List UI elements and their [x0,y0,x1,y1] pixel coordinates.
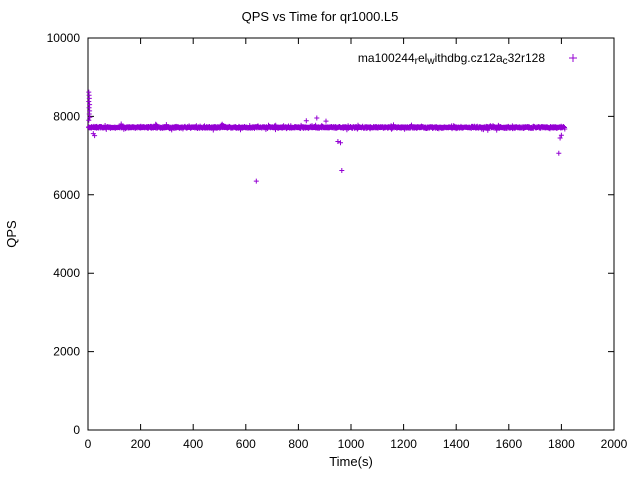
x-tick-label: 2000 [601,437,628,451]
y-tick-label: 10000 [47,31,81,45]
x-tick-label: 1600 [495,437,522,451]
x-tick-label: 200 [131,437,151,451]
chart-title: QPS vs Time for qr1000.L5 [242,9,399,24]
x-axis-label: Time(s) [329,454,373,469]
axis-ticks [87,37,615,431]
y-tick-label: 0 [73,423,80,437]
x-tick-label: 800 [288,437,308,451]
y-axis-label: QPS [4,220,19,248]
legend-label: ma100244relwithdbg.cz12ac32r128 [358,51,545,67]
plot-border [87,37,615,431]
plot-area: 0 200 400 600 800 1000 1200 1400 1600 1800 2000 0 20… [47,31,628,451]
y-tick-label: 8000 [53,109,80,123]
legend-marker-plus-icon [569,54,577,62]
x-tick-label: 1400 [443,437,470,451]
y-tick-label: 4000 [53,266,80,280]
x-tick-label: 400 [183,437,203,451]
y-tick-label: 6000 [53,188,80,202]
x-tick-label: 1800 [548,437,575,451]
x-tick-label: 1000 [338,437,365,451]
y-tick-label: 2000 [53,345,80,359]
data-points-ma100244_rel_withdbg.cz12a_c32r128 [86,89,568,184]
x-tick-label: 1200 [390,437,417,451]
x-tick-label: 0 [85,437,92,451]
x-tick-label: 600 [236,437,256,451]
